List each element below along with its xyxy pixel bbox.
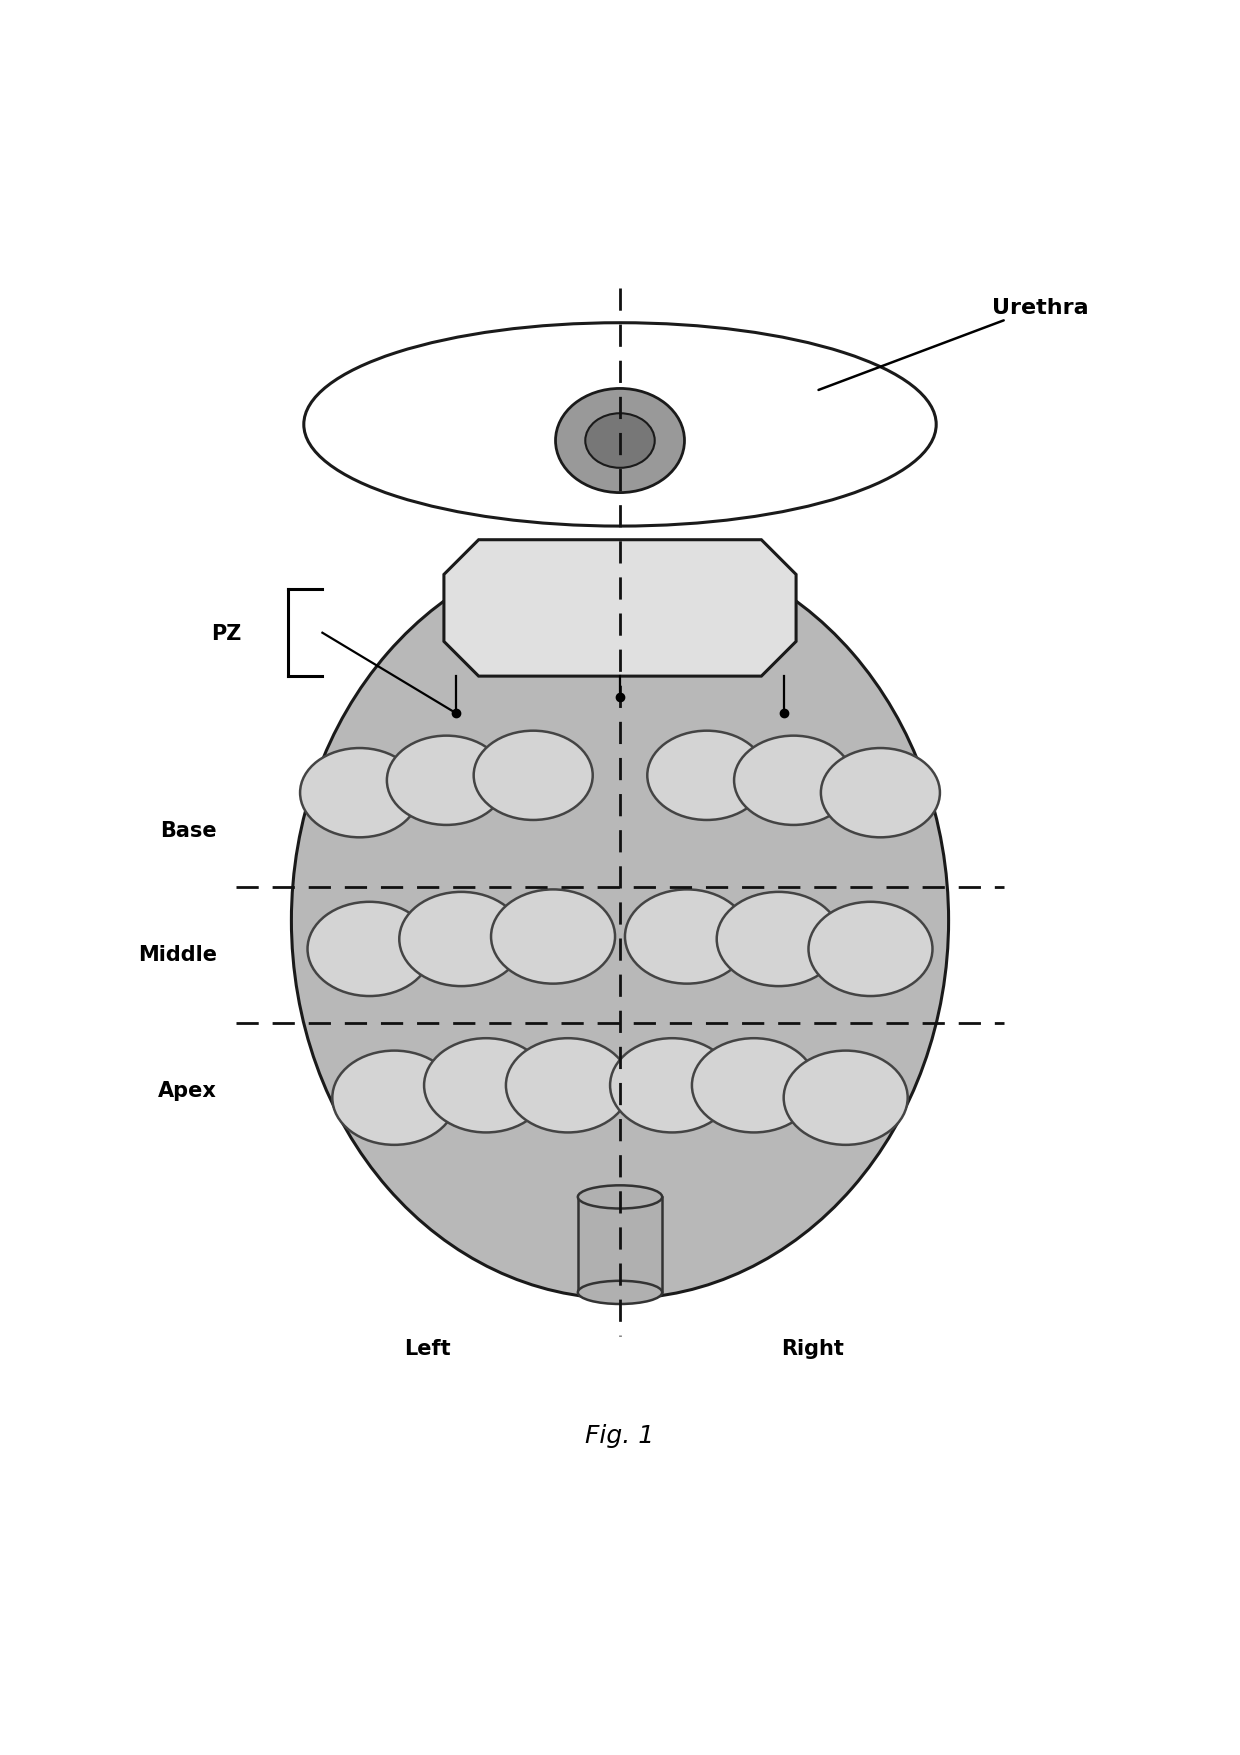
Text: PZ: PZ	[212, 623, 242, 644]
Ellipse shape	[647, 732, 766, 821]
Ellipse shape	[300, 749, 419, 837]
Ellipse shape	[625, 890, 749, 985]
Ellipse shape	[506, 1039, 630, 1132]
Ellipse shape	[692, 1039, 816, 1132]
Text: Urethra: Urethra	[818, 297, 1089, 391]
Ellipse shape	[578, 1281, 662, 1304]
Text: Left: Left	[404, 1339, 451, 1358]
Ellipse shape	[387, 735, 506, 825]
Text: Fig. 1: Fig. 1	[585, 1423, 655, 1448]
Ellipse shape	[474, 732, 593, 821]
Ellipse shape	[808, 902, 932, 997]
FancyBboxPatch shape	[578, 1197, 662, 1293]
Ellipse shape	[556, 390, 684, 493]
Ellipse shape	[491, 890, 615, 985]
Ellipse shape	[734, 735, 853, 825]
Text: Middle: Middle	[138, 944, 217, 963]
Ellipse shape	[717, 892, 841, 986]
Text: Base: Base	[160, 820, 217, 841]
Ellipse shape	[424, 1039, 548, 1132]
Ellipse shape	[399, 892, 523, 986]
Text: Right: Right	[781, 1339, 843, 1358]
Ellipse shape	[304, 323, 936, 526]
Ellipse shape	[332, 1051, 456, 1146]
Ellipse shape	[585, 414, 655, 469]
Ellipse shape	[291, 542, 949, 1299]
Ellipse shape	[610, 1039, 734, 1132]
Ellipse shape	[821, 749, 940, 837]
Ellipse shape	[578, 1186, 662, 1209]
Ellipse shape	[784, 1051, 908, 1146]
Text: Apex: Apex	[159, 1081, 217, 1100]
Polygon shape	[444, 541, 796, 677]
Ellipse shape	[308, 902, 432, 997]
